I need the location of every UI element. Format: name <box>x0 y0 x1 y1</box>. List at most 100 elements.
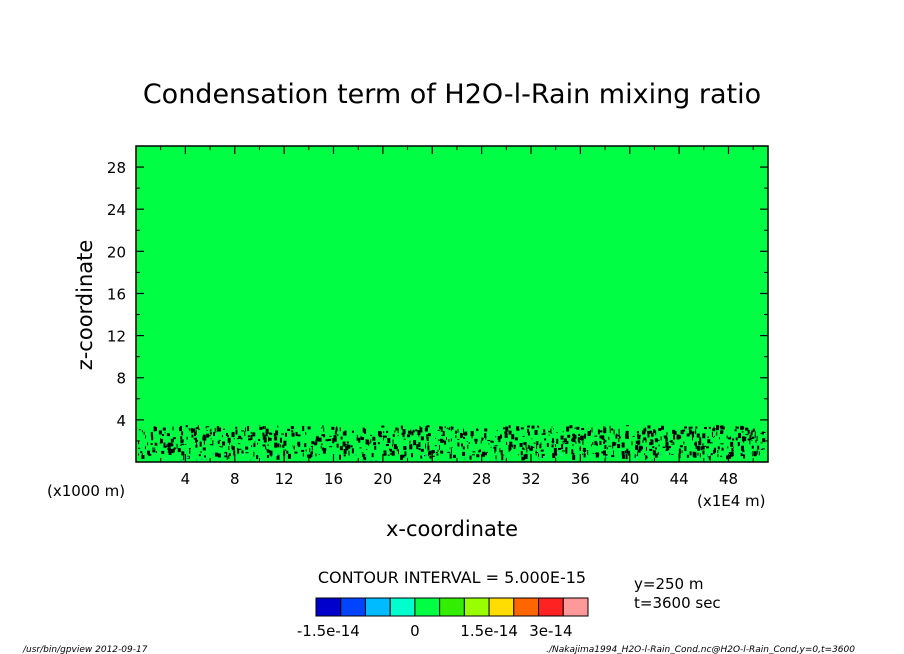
noise-speck <box>214 431 217 433</box>
noise-speck <box>658 427 662 431</box>
noise-speck <box>688 428 690 434</box>
noise-speck <box>238 435 242 439</box>
noise-speck <box>612 441 616 446</box>
noise-speck <box>712 436 714 438</box>
colorbar-segment <box>538 597 564 617</box>
noise-speck <box>387 438 391 444</box>
noise-speck <box>274 442 278 448</box>
noise-speck <box>671 443 675 445</box>
noise-speck <box>665 445 667 447</box>
noise-speck <box>721 447 724 451</box>
noise-speck <box>692 437 694 441</box>
noise-speck <box>404 447 407 450</box>
noise-speck <box>478 450 481 453</box>
noise-speck <box>397 434 399 436</box>
noise-speck <box>494 451 496 454</box>
noise-speck-color <box>479 458 482 461</box>
noise-speck <box>561 450 565 452</box>
noise-speck <box>235 429 238 435</box>
noise-speck <box>749 434 752 440</box>
noise-speck <box>730 436 732 440</box>
noise-speck <box>373 442 377 446</box>
noise-speck <box>231 446 235 451</box>
colorbar-segment <box>389 597 416 617</box>
noise-speck <box>435 451 438 453</box>
noise-speck-color <box>495 459 498 462</box>
noise-speck <box>270 454 272 457</box>
colorbar-segment <box>439 597 465 617</box>
noise-speck <box>695 429 697 435</box>
noise-speck <box>297 441 301 446</box>
noise-speck <box>282 444 285 448</box>
noise-speck <box>162 427 166 431</box>
noise-speck-color <box>354 453 357 456</box>
noise-speck <box>322 425 324 429</box>
noise-speck <box>480 440 482 444</box>
noise-speck <box>555 452 557 456</box>
noise-speck <box>754 435 756 439</box>
noise-speck <box>205 436 207 441</box>
x-axis-label: x-coordinate <box>386 517 518 541</box>
noise-speck <box>332 438 335 444</box>
noise-speck <box>413 440 417 446</box>
noise-speck <box>191 434 194 438</box>
y-tick-label: 20 <box>107 243 126 261</box>
noise-speck <box>323 448 327 452</box>
noise-speck <box>743 439 745 443</box>
noise-speck <box>731 447 734 452</box>
noise-speck <box>580 435 584 441</box>
noise-speck <box>172 437 174 443</box>
x-unit-left: (x1000 m) <box>47 482 125 500</box>
noise-speck <box>689 451 692 456</box>
noise-speck <box>611 455 615 458</box>
noise-speck <box>645 438 647 443</box>
noise-speck <box>526 425 530 428</box>
noise-speck <box>415 429 418 432</box>
noise-speck-color <box>260 459 263 462</box>
noise-speck <box>448 439 450 443</box>
noise-speck <box>615 434 618 439</box>
noise-speck <box>336 443 339 448</box>
y-tick-label: 8 <box>116 370 126 388</box>
noise-speck <box>308 454 312 459</box>
noise-speck <box>644 430 646 434</box>
noise-speck <box>428 434 431 436</box>
noise-speck <box>210 428 212 432</box>
noise-speck <box>268 436 270 442</box>
noise-speck <box>268 437 272 441</box>
noise-speck <box>512 444 514 448</box>
noise-speck <box>634 454 636 459</box>
noise-speck <box>148 453 152 456</box>
noise-speck <box>185 425 188 428</box>
noise-speck <box>688 426 690 430</box>
noise-speck <box>488 443 490 445</box>
noise-speck <box>216 426 219 432</box>
noise-speck <box>397 427 399 433</box>
noise-speck <box>720 455 723 457</box>
noise-speck <box>418 442 421 448</box>
noise-speck <box>167 448 169 450</box>
noise-speck <box>385 443 389 446</box>
noise-speck <box>301 449 305 452</box>
noise-speck <box>342 441 346 447</box>
noise-speck <box>604 426 606 429</box>
noise-speck <box>554 443 556 447</box>
noise-speck <box>562 442 565 444</box>
noise-speck <box>615 442 617 446</box>
noise-speck <box>190 428 193 434</box>
noise-speck <box>553 450 557 456</box>
noise-speck-color <box>212 452 215 455</box>
noise-speck <box>471 434 473 439</box>
noise-speck <box>481 437 484 441</box>
noise-speck <box>241 437 243 439</box>
noise-speck <box>350 445 353 448</box>
noise-speck <box>501 455 504 461</box>
noise-speck <box>578 441 581 444</box>
noise-speck <box>426 434 428 440</box>
noise-speck <box>320 445 322 449</box>
noise-speck <box>625 454 628 460</box>
noise-speck <box>597 429 600 435</box>
noise-speck <box>756 435 758 441</box>
noise-speck <box>603 426 605 431</box>
noise-speck <box>266 455 269 459</box>
